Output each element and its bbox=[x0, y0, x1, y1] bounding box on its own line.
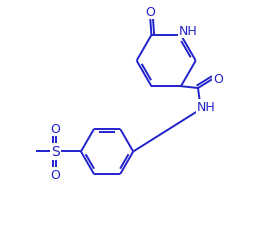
Text: NH: NH bbox=[197, 100, 216, 113]
Text: S: S bbox=[51, 145, 60, 159]
Text: O: O bbox=[214, 73, 223, 86]
Text: O: O bbox=[145, 6, 155, 19]
Text: NH: NH bbox=[179, 25, 198, 38]
Text: O: O bbox=[51, 169, 60, 182]
Text: O: O bbox=[51, 122, 60, 135]
